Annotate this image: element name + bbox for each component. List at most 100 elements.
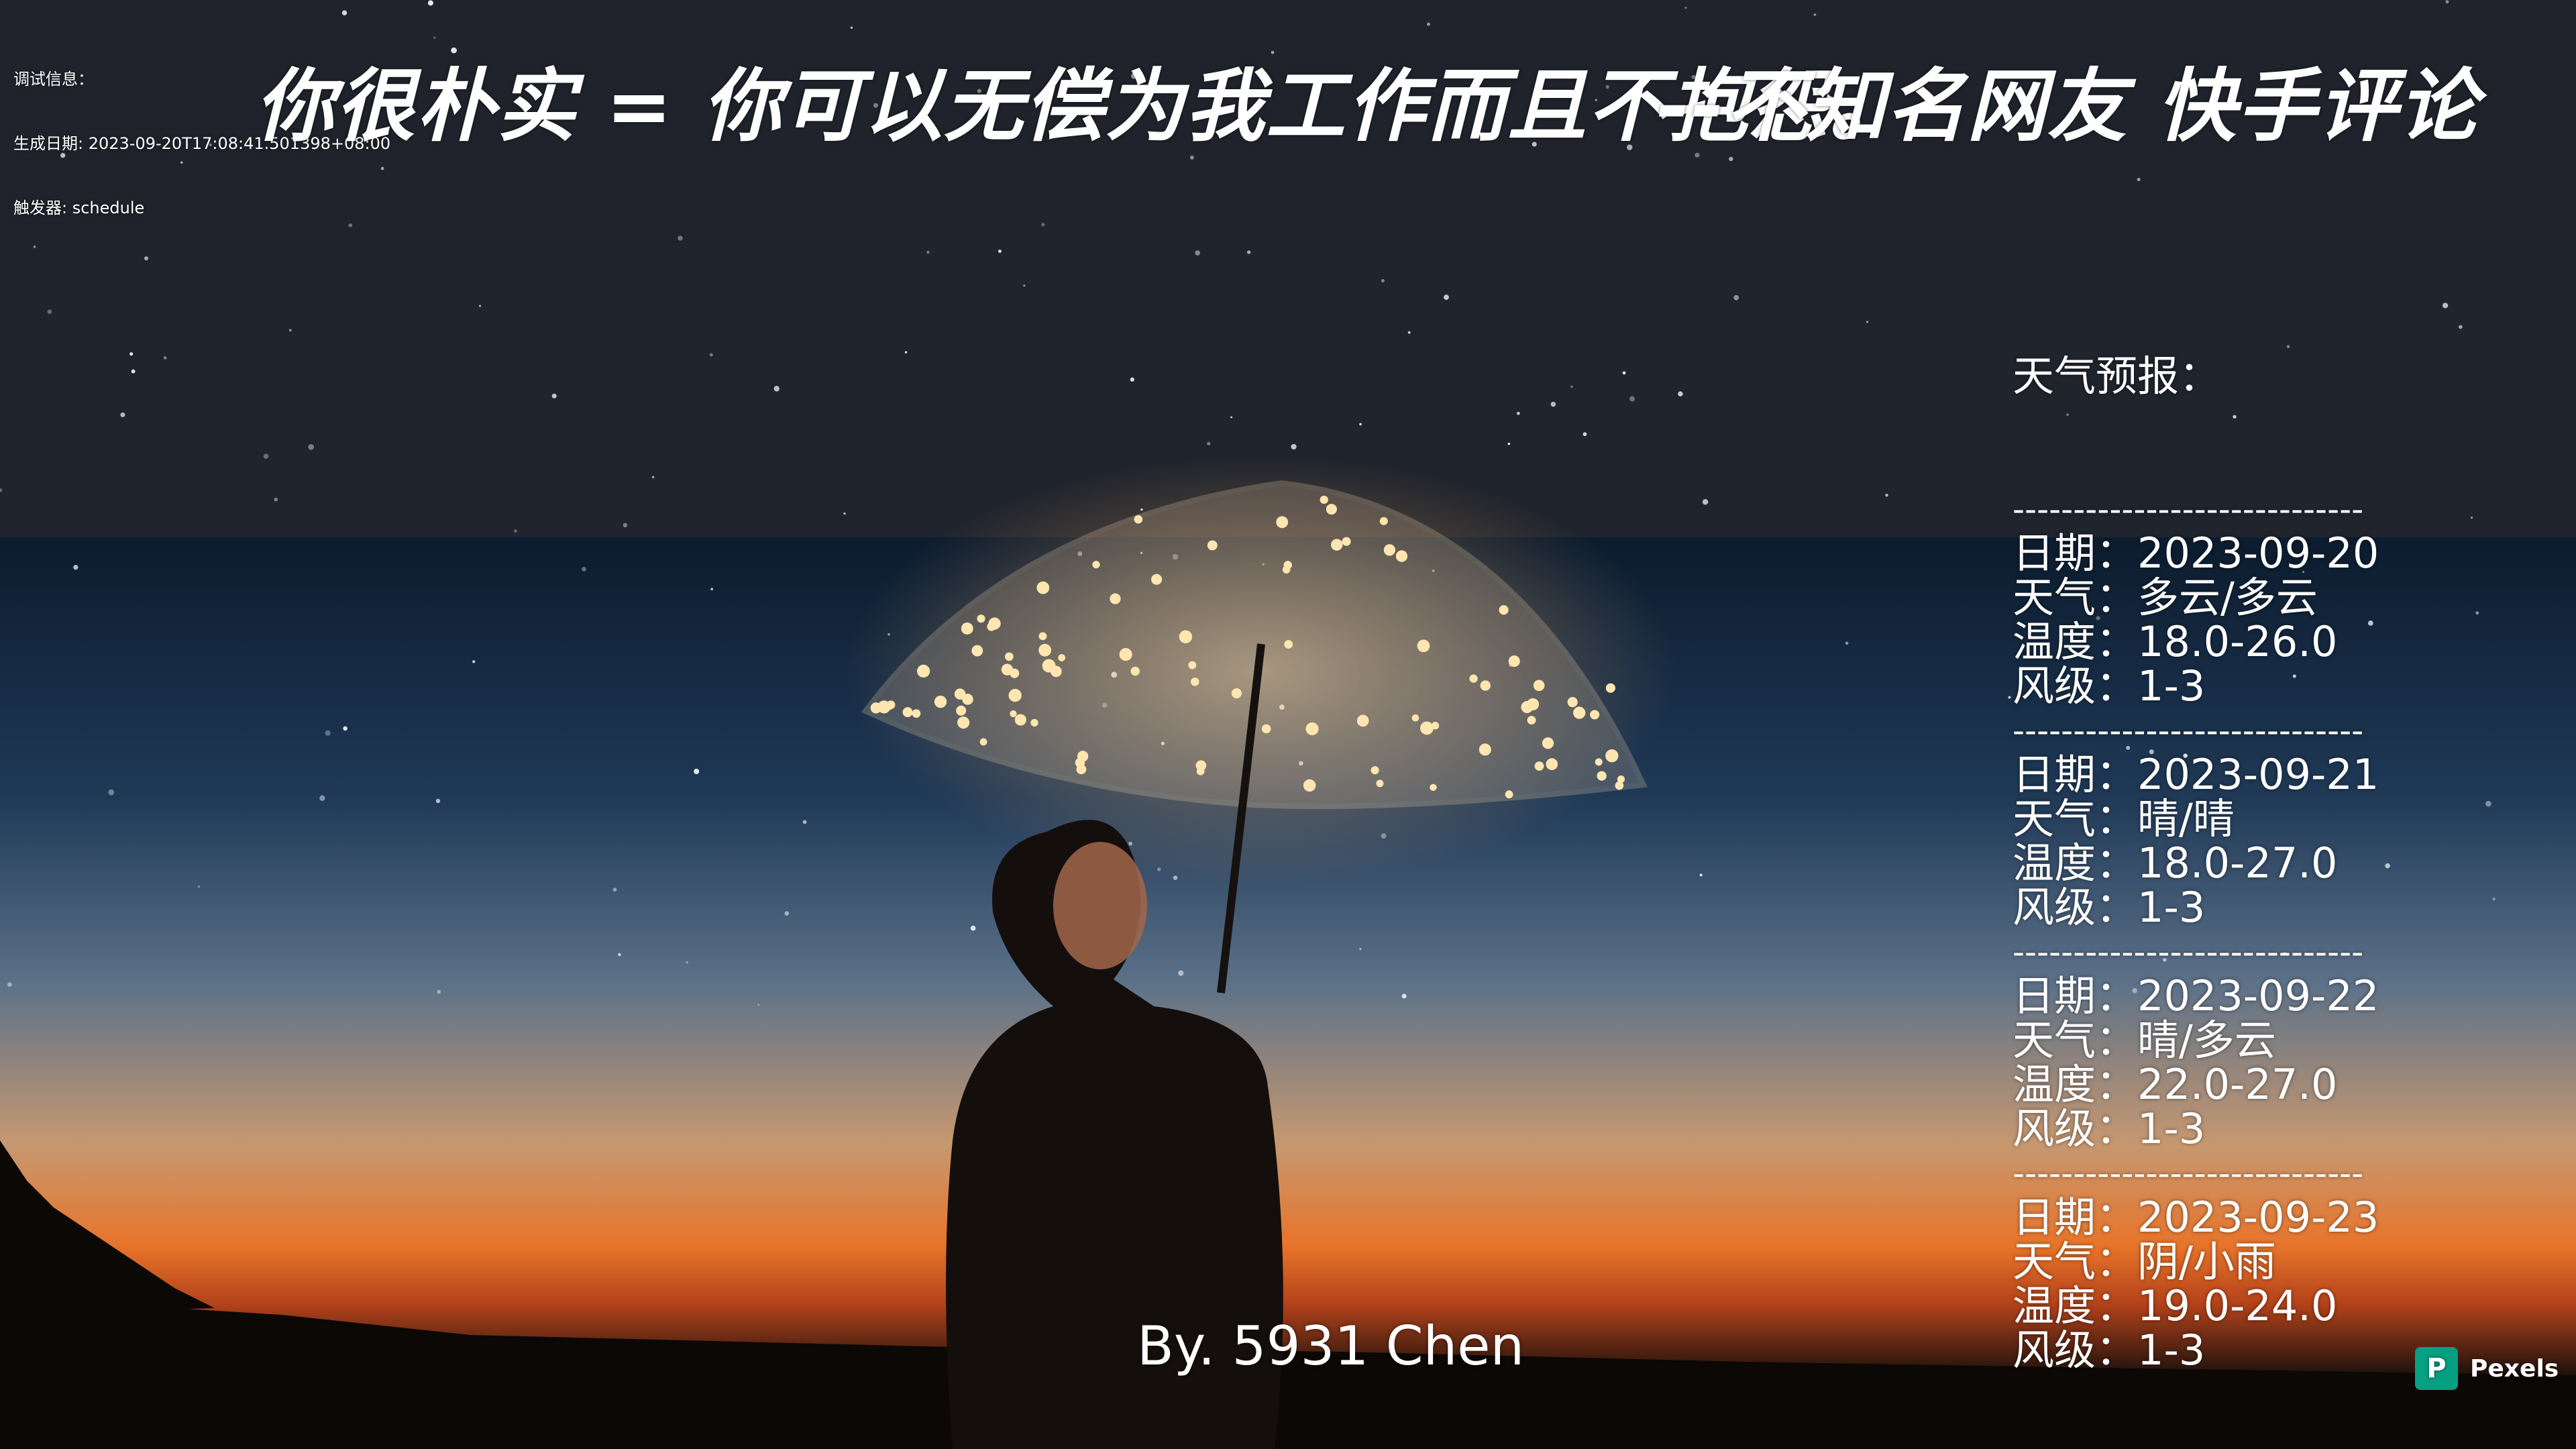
light bbox=[1542, 737, 1554, 749]
light bbox=[912, 709, 921, 718]
star bbox=[1729, 156, 1733, 162]
star bbox=[131, 369, 136, 374]
star bbox=[2096, 616, 2100, 621]
star bbox=[998, 250, 1002, 253]
star bbox=[1627, 144, 1633, 150]
star bbox=[1291, 443, 1297, 450]
light bbox=[902, 707, 913, 718]
star bbox=[319, 795, 325, 802]
star bbox=[308, 443, 315, 450]
debug-trigger: 触发器: schedule bbox=[13, 199, 145, 217]
light bbox=[957, 716, 970, 729]
star bbox=[850, 26, 853, 29]
light bbox=[1379, 517, 1388, 525]
trees bbox=[0, 1140, 215, 1315]
light bbox=[1383, 544, 1396, 556]
star bbox=[180, 161, 183, 164]
star bbox=[433, 36, 436, 39]
light bbox=[1430, 784, 1437, 791]
light bbox=[954, 688, 966, 700]
light bbox=[1261, 724, 1271, 734]
star bbox=[0, 488, 3, 492]
light bbox=[1282, 566, 1291, 574]
light bbox=[1010, 710, 1017, 718]
light bbox=[979, 738, 987, 746]
star bbox=[1866, 321, 1869, 323]
light bbox=[956, 705, 967, 716]
light bbox=[1505, 790, 1513, 799]
light bbox=[1546, 758, 1558, 770]
light bbox=[1605, 749, 1619, 763]
weather-line: 温度：19.0-24.0 bbox=[2012, 1281, 2338, 1330]
star bbox=[678, 235, 683, 241]
light bbox=[1480, 680, 1491, 691]
star bbox=[427, 0, 433, 6]
star bbox=[1699, 873, 1703, 877]
light bbox=[1276, 516, 1289, 529]
star bbox=[1507, 442, 1511, 445]
debug-label: 调试信息： bbox=[13, 70, 94, 89]
star bbox=[1595, 99, 1598, 101]
star bbox=[73, 565, 78, 570]
star bbox=[1381, 278, 1385, 283]
light bbox=[1207, 540, 1218, 551]
weather-line: 日期：2023-09-21 bbox=[2012, 750, 2379, 799]
light bbox=[1411, 714, 1419, 722]
light bbox=[1305, 722, 1319, 735]
star bbox=[651, 476, 655, 478]
star bbox=[970, 925, 976, 931]
light bbox=[1001, 663, 1014, 676]
star bbox=[2008, 696, 2011, 699]
star bbox=[2282, 952, 2287, 956]
star bbox=[472, 660, 476, 663]
star bbox=[1131, 72, 1138, 79]
star bbox=[1691, 74, 1696, 79]
star bbox=[60, 153, 66, 158]
light bbox=[1008, 688, 1022, 702]
star bbox=[1517, 411, 1520, 415]
umbrella-handle bbox=[1217, 643, 1265, 994]
light bbox=[1038, 643, 1052, 657]
star bbox=[1622, 371, 1626, 375]
weather-panel: 天气预报： ----------------------------- 日期：20… bbox=[2012, 266, 2379, 1373]
star bbox=[2132, 987, 2138, 994]
star bbox=[1426, 22, 1430, 26]
star bbox=[1684, 7, 1687, 9]
light bbox=[1420, 721, 1434, 735]
star bbox=[2470, 517, 2473, 519]
star bbox=[1702, 499, 1709, 505]
light bbox=[1119, 648, 1132, 661]
star bbox=[1813, 13, 1817, 16]
light bbox=[987, 622, 996, 631]
star bbox=[2137, 178, 2141, 182]
star bbox=[2233, 415, 2237, 419]
star bbox=[2035, 136, 2038, 139]
weather-line: 风级：1-3 bbox=[2012, 1104, 2206, 1153]
star bbox=[582, 567, 586, 572]
star bbox=[1401, 994, 1407, 999]
light bbox=[1479, 743, 1491, 756]
star bbox=[1195, 250, 1201, 256]
star bbox=[709, 353, 713, 357]
star bbox=[1189, 155, 1194, 160]
star bbox=[2485, 800, 2491, 807]
light bbox=[1188, 661, 1197, 669]
star bbox=[2475, 611, 2479, 615]
star bbox=[2066, 413, 2069, 416]
star bbox=[710, 588, 714, 591]
star bbox=[33, 246, 36, 248]
star bbox=[1582, 432, 1587, 437]
pexels-logo: P bbox=[2415, 1347, 2458, 1390]
star bbox=[1733, 294, 1739, 301]
star bbox=[1629, 396, 1635, 402]
star bbox=[2126, 745, 2131, 750]
star bbox=[1695, 152, 1700, 158]
star bbox=[686, 961, 688, 964]
light bbox=[1499, 605, 1509, 615]
star bbox=[2367, 620, 2373, 626]
star bbox=[514, 529, 517, 533]
light bbox=[1038, 632, 1047, 641]
weather-line: 天气：晴/多云 bbox=[2012, 1016, 2276, 1065]
light bbox=[1508, 655, 1520, 667]
